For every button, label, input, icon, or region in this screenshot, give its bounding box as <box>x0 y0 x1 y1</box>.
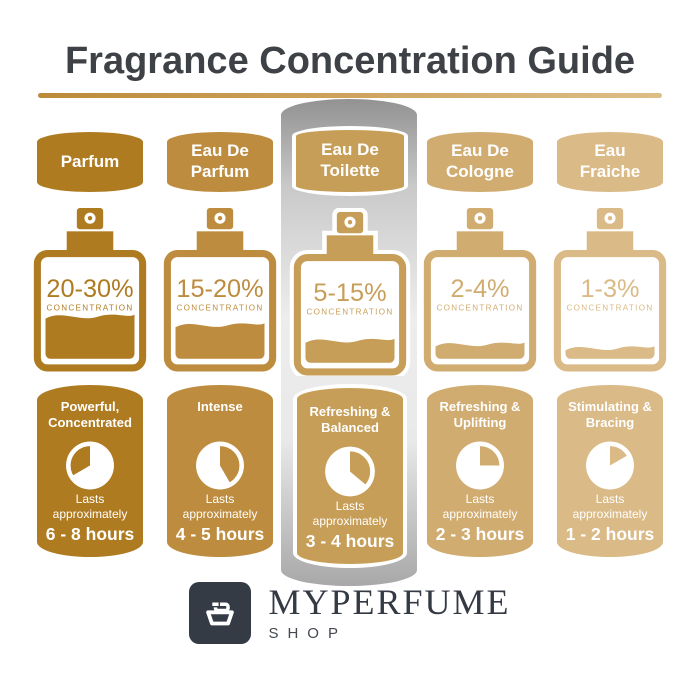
page-title: Fragrance Concentration Guide <box>64 40 636 82</box>
card-duration: 4 - 5 hours <box>175 524 265 544</box>
concentration-label: CONCENTRATION <box>177 303 264 312</box>
title-underline <box>38 93 662 98</box>
nozzle-dot <box>217 215 223 221</box>
bottle-body <box>553 250 667 372</box>
clock-icon <box>196 441 244 490</box>
card-description: Stimulating & Bracing <box>568 399 652 431</box>
concentration-percent: 5-15% <box>313 279 386 307</box>
column-eau-de-cologne: Eau De Cologne 2-4% CONCENTRATION Refres… <box>415 98 545 568</box>
duration-card: Stimulating & Bracing Lasts approximatel… <box>557 385 663 557</box>
card-lasts-label: Lasts approximately <box>572 492 648 521</box>
brand-logo <box>189 582 252 644</box>
bottle-collar <box>66 231 114 252</box>
column-header-label: Parfum <box>60 151 120 171</box>
concentration-label: CONCENTRATION <box>437 303 524 312</box>
perfume-bottle-icon: 15-20% CONCENTRATION <box>163 208 277 372</box>
concentration-label: CONCENTRATION <box>47 303 134 312</box>
bottle-liquid <box>435 342 525 359</box>
columns-grid: Parfum 20-30% CONCENTRATION Powerf <box>0 98 700 586</box>
clock-icon <box>325 446 375 497</box>
column-header-label: Eau De Cologne <box>446 141 514 181</box>
concentration-percent: 20-30% <box>46 275 133 303</box>
column-header-label: Eau De Toilette <box>320 140 380 180</box>
card-lasts-label: Lasts approximately <box>442 492 518 521</box>
concentration-label: CONCENTRATION <box>567 303 654 312</box>
clock-wedge <box>480 442 504 466</box>
brand-name: MYPERFUME <box>268 582 511 622</box>
column-header-banner: Eau Fraiche <box>557 132 663 192</box>
column-header-label: Eau De Parfum <box>190 141 250 181</box>
column-eau-fraiche: Eau Fraiche 1-3% CONCENTRATION Stimulati… <box>545 98 675 568</box>
card-duration: 2 - 3 hours <box>435 524 525 544</box>
bottle-collar <box>456 231 504 252</box>
card-lasts-label: Lasts approximately <box>182 492 258 521</box>
bottle-collar <box>196 231 244 252</box>
card-description: Refreshing & Uplifting <box>439 399 521 431</box>
bottle-liquid <box>565 346 655 359</box>
brand-text-block: MYPERFUME SHOP <box>268 584 510 642</box>
column-header-banner: Eau De Cologne <box>427 132 533 192</box>
duration-card: Powerful, Concentrated Lasts approximate… <box>37 385 143 557</box>
card-lasts-label: Lasts approximately <box>312 499 388 528</box>
card-description: Refreshing & Balanced <box>309 404 391 436</box>
nozzle-dot <box>477 215 483 221</box>
column-header-banner: Eau De Parfum <box>167 132 273 192</box>
column-eau-de-parfum: Eau De Parfum 15-20% CONCENTRATION Inten… <box>155 98 285 568</box>
clock-icon <box>66 441 114 490</box>
nozzle-dot <box>607 215 613 221</box>
card-lasts-label: Lasts approximately <box>52 492 128 521</box>
column-header-label: Eau Fraiche <box>579 141 641 181</box>
column-header-banner: Parfum <box>37 132 143 192</box>
clock-icon <box>456 441 504 490</box>
concentration-label: CONCENTRATION <box>307 307 394 316</box>
bottle-collar <box>326 235 374 256</box>
concentration-percent: 2-4% <box>450 275 509 303</box>
column-header-banner: Eau De Toilette <box>292 126 408 196</box>
bottle-body <box>423 250 537 372</box>
brand-footer: MYPERFUME SHOP <box>0 582 700 644</box>
brand-subtitle: SHOP <box>268 625 347 642</box>
column-parfum: Parfum 20-30% CONCENTRATION Powerf <box>25 98 155 568</box>
column-eau-de-toilette: Eau De Toilette 5-15% CONCENTRATION <box>285 98 415 568</box>
bottle-liquid <box>45 314 135 359</box>
perfume-bottle-icon: 20-30% CONCENTRATION <box>33 208 147 372</box>
concentration-percent: 15-20% <box>176 275 263 303</box>
duration-card: Refreshing & Uplifting Lasts approximate… <box>427 385 533 557</box>
clock-icon <box>586 441 634 490</box>
card-duration: 1 - 2 hours <box>565 524 655 544</box>
card-duration: 6 - 8 hours <box>45 524 135 544</box>
perfume-bottle-icon: 2-4% CONCENTRATION <box>423 208 537 372</box>
nozzle-dot <box>347 219 353 225</box>
bottle-collar <box>586 231 634 252</box>
card-description: Intense <box>197 399 243 414</box>
perfume-bottle-icon: 1-3% CONCENTRATION <box>553 208 667 372</box>
card-description: Powerful, Concentrated <box>48 399 132 431</box>
concentration-percent: 1-3% <box>580 275 639 303</box>
nozzle-dot <box>87 215 93 221</box>
bottle-liquid <box>175 323 265 359</box>
card-duration: 3 - 4 hours <box>305 531 395 551</box>
duration-card: Refreshing & Balanced Lasts approximatel… <box>293 384 407 568</box>
duration-card: Intense Lasts approximately 4 - 5 hours <box>167 385 273 557</box>
perfume-shop-logo-icon <box>206 602 235 626</box>
bottle-liquid <box>305 338 395 363</box>
perfume-bottle-icon: 5-15% CONCENTRATION <box>289 208 411 376</box>
